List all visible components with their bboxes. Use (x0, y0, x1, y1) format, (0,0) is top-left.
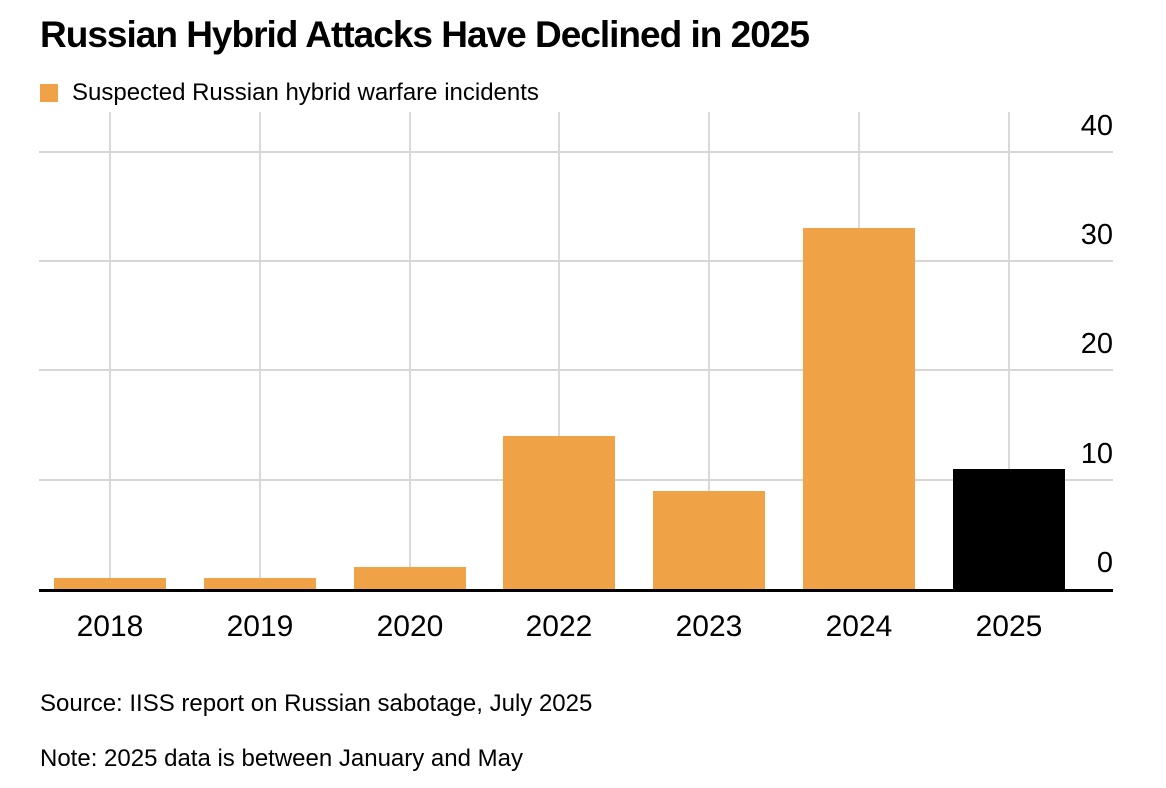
vertical-gridline (558, 112, 560, 589)
x-tick-label: 2023 (675, 610, 743, 643)
x-tick-label: 2024 (825, 610, 893, 643)
y-tick-label: 20 (1080, 328, 1113, 360)
x-tick-label: 2019 (226, 610, 294, 643)
bar-2018 (54, 578, 166, 589)
legend-swatch-icon (40, 84, 58, 102)
plot-area: 0 10 20 30 40 (39, 112, 1113, 592)
vertical-gridline (1008, 112, 1010, 589)
x-tick-label: 2020 (376, 610, 444, 643)
horizontal-gridline (39, 260, 1113, 262)
note-text: Note: 2025 data is between January and M… (40, 745, 523, 772)
y-tick-label: 30 (1080, 219, 1113, 251)
bar-2023 (653, 491, 765, 589)
y-tick-label: 10 (1080, 438, 1113, 470)
vertical-gridline (259, 112, 261, 589)
bar-2025 (953, 469, 1065, 589)
chart-title: Russian Hybrid Attacks Have Declined in … (40, 14, 810, 55)
bar-2019 (204, 578, 316, 589)
y-tick-label: 40 (1080, 110, 1113, 142)
horizontal-gridline (39, 151, 1113, 153)
horizontal-gridline (39, 369, 1113, 371)
vertical-gridline (409, 112, 411, 589)
bar-2020 (354, 567, 466, 589)
x-tick-label: 2018 (76, 610, 144, 643)
x-tick-label: 2022 (525, 610, 593, 643)
bar-2024 (803, 228, 915, 589)
x-axis-baseline (39, 589, 1113, 592)
bar-2022 (503, 436, 615, 589)
x-tick-label: 2025 (975, 610, 1043, 643)
legend-label: Suspected Russian hybrid warfare inciden… (72, 79, 539, 106)
source-text: Source: IISS report on Russian sabotage,… (40, 690, 593, 717)
legend: Suspected Russian hybrid warfare inciden… (40, 81, 539, 105)
y-tick-label: 0 (1096, 547, 1113, 579)
vertical-gridline (109, 112, 111, 589)
vertical-gridline (708, 112, 710, 589)
